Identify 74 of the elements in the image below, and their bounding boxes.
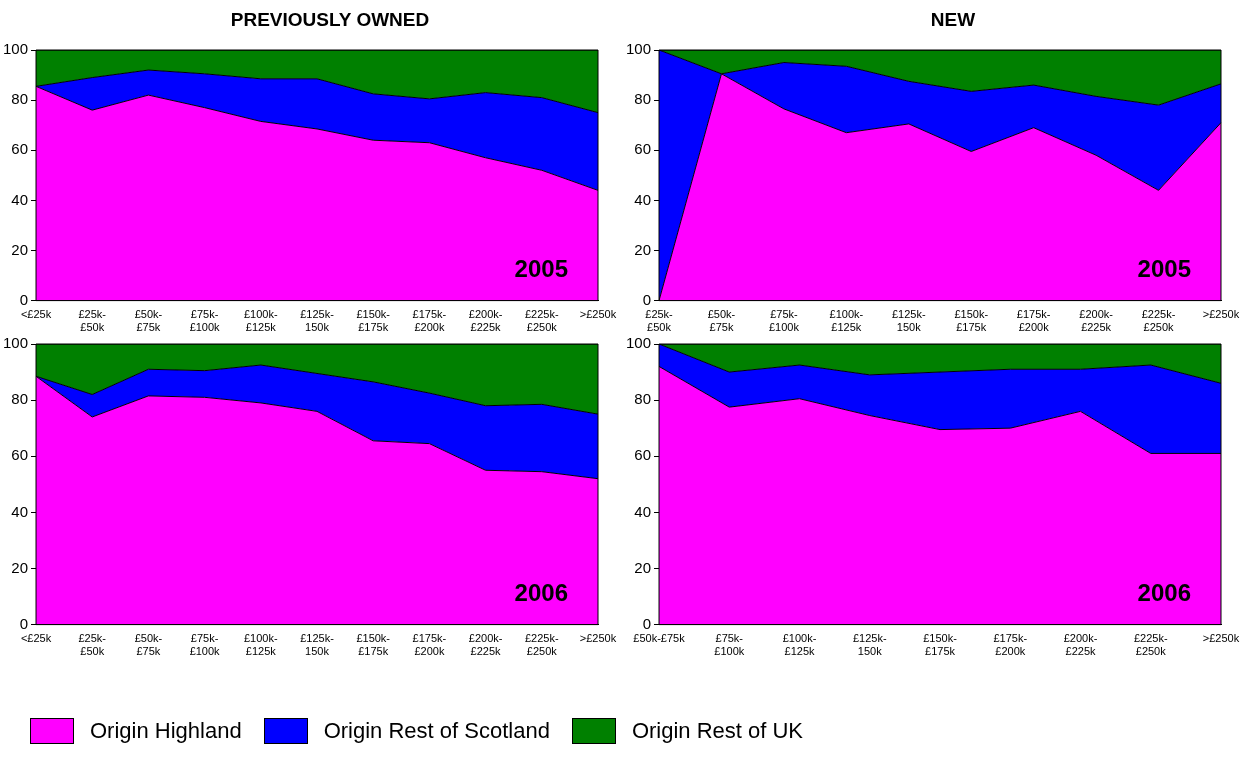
x-tick-label: £25k- £50k xyxy=(645,308,674,334)
x-tick-label: <£25k xyxy=(20,308,52,321)
x-tick-label: £150k- £175k xyxy=(923,632,958,658)
y-tick-label: 80 xyxy=(634,90,652,108)
x-tick-label: £100k- £125k xyxy=(244,308,278,334)
x-tick-label: £75k- £100k xyxy=(189,632,221,658)
annotation: 2005 xyxy=(514,254,568,282)
y-tick-label: 80 xyxy=(11,390,29,408)
y-tick-label: 100 xyxy=(626,334,652,352)
x-tick-label: £25k- £50k xyxy=(78,308,107,334)
x-tick-label: £125k- 150k xyxy=(891,308,926,334)
x-tick-label: £200k- £225k xyxy=(468,632,503,658)
x-tick-label: £225k- £250k xyxy=(524,308,559,334)
y-tick-label: 20 xyxy=(11,240,29,258)
y-tick-label: 60 xyxy=(634,140,652,158)
x-tick-label: £175k- £200k xyxy=(1016,308,1051,334)
y-tick-label: 40 xyxy=(634,502,652,520)
y-tick-label: 40 xyxy=(11,190,29,208)
y-tick-label: 80 xyxy=(11,90,29,108)
y-tick-label: 40 xyxy=(634,190,652,208)
x-tick-label: £125k- 150k xyxy=(852,632,887,658)
legend-label: Origin Rest of UK xyxy=(631,718,804,744)
x-tick-label: £225k- £250k xyxy=(1133,632,1168,658)
annotation: 2005 xyxy=(1137,254,1191,282)
x-tick-label: £75k- £100k xyxy=(189,308,221,334)
y-tick-label: 80 xyxy=(634,390,652,408)
x-tick-label: £175k- £200k xyxy=(412,632,447,658)
y-tick-label: 60 xyxy=(634,446,652,464)
chart-title: NEW xyxy=(929,8,977,32)
y-tick-label: 0 xyxy=(642,290,652,308)
x-tick-label: £50k- £75k xyxy=(134,632,163,658)
x-tick-label: £200k- £225k xyxy=(1063,632,1098,658)
x-tick-label: £100k- £125k xyxy=(782,632,817,658)
x-tick-label: >£250k xyxy=(579,632,617,645)
x-tick-label: £175k- £200k xyxy=(993,632,1028,658)
y-tick-label: 100 xyxy=(3,40,29,58)
y-tick-label: 20 xyxy=(634,558,652,576)
y-tick-label: 40 xyxy=(11,502,29,520)
y-tick-label: 0 xyxy=(642,614,652,632)
legend-label: Origin Rest of Scotland xyxy=(323,718,550,744)
annotation: 2006 xyxy=(1137,578,1191,606)
y-tick-label: 20 xyxy=(11,558,29,576)
x-tick-label: £150k- £175k xyxy=(356,632,391,658)
y-tick-label: 0 xyxy=(19,290,29,308)
y-tick-label: 100 xyxy=(3,334,29,352)
x-tick-label: £75k- £100k xyxy=(714,632,745,658)
x-tick-label: £150k- £175k xyxy=(954,308,989,334)
x-tick-label: £200k- £225k xyxy=(1079,308,1114,334)
x-tick-label: £200k- £225k xyxy=(468,308,503,334)
x-tick-label: >£250k xyxy=(1202,308,1240,321)
x-tick-label: £100k- £125k xyxy=(244,632,278,658)
x-tick-label: £225k- £250k xyxy=(1141,308,1176,334)
x-tick-label: £150k- £175k xyxy=(356,308,391,334)
x-tick-label: £50k- £75k xyxy=(134,308,163,334)
x-tick-label: >£250k xyxy=(579,308,617,321)
x-tick-label: £125k- 150k xyxy=(300,308,335,334)
annotation: 2006 xyxy=(514,578,568,606)
y-tick-label: 100 xyxy=(626,40,652,58)
x-tick-label: £50k- £75k xyxy=(707,308,736,334)
x-tick-label: >£250k xyxy=(1202,632,1240,645)
legend-label: Origin Highland xyxy=(90,718,242,744)
x-tick-label: £75k- £100k xyxy=(768,308,800,334)
chart-title: PREVIOUSLY OWNED xyxy=(229,8,431,32)
x-tick-label: £100k- £125k xyxy=(829,308,864,334)
x-tick-label: <£25k xyxy=(20,632,52,645)
x-tick-label: £175k- £200k xyxy=(412,308,447,334)
y-tick-label: 0 xyxy=(19,614,29,632)
x-tick-label: £25k- £50k xyxy=(78,632,107,658)
x-tick-label: £50k-£75k xyxy=(633,632,686,645)
y-tick-label: 60 xyxy=(11,446,29,464)
y-tick-label: 60 xyxy=(11,140,29,158)
y-tick-label: 20 xyxy=(634,240,652,258)
x-tick-label: £225k- £250k xyxy=(524,632,559,658)
x-tick-label: £125k- 150k xyxy=(300,632,335,658)
